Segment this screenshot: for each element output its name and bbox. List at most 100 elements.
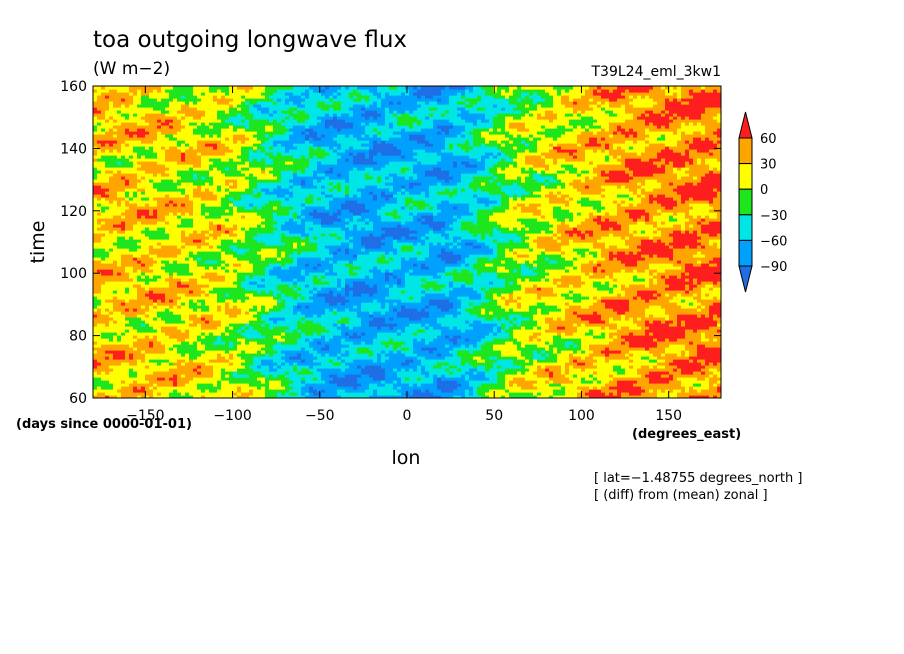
heatmap-cell	[665, 125, 670, 129]
heatmap-cell	[557, 260, 574, 264]
heatmap-cell	[217, 116, 230, 120]
heatmap-cell	[133, 224, 178, 228]
heatmap-cell	[93, 305, 98, 309]
heatmap-cell	[461, 359, 478, 363]
heatmap-cell	[637, 323, 646, 327]
heatmap-cell	[417, 338, 422, 342]
heatmap-cell	[509, 194, 514, 198]
heatmap-cell	[93, 140, 98, 144]
heatmap-cell	[309, 161, 318, 165]
heatmap-cell	[225, 182, 230, 186]
heatmap-cell	[533, 317, 546, 321]
heatmap-cell	[129, 143, 178, 147]
heatmap-cell	[293, 287, 298, 291]
heatmap-cell	[545, 257, 550, 261]
heatmap-cell	[557, 359, 570, 363]
heatmap-cell	[289, 188, 330, 192]
heatmap-cell	[293, 116, 310, 120]
heatmap-cell	[629, 356, 642, 360]
heatmap-cell	[269, 380, 282, 384]
heatmap-cell	[97, 350, 106, 354]
heatmap-cell	[205, 302, 226, 306]
heatmap-cell	[517, 269, 522, 273]
heatmap-cell	[273, 353, 286, 357]
heatmap-cell	[181, 236, 210, 240]
heatmap-cell	[497, 128, 502, 132]
heatmap-cell	[673, 257, 714, 261]
heatmap-cell	[361, 320, 370, 324]
heatmap-cell	[477, 368, 486, 372]
heatmap-cell	[241, 170, 262, 174]
heatmap-cell	[717, 128, 721, 132]
heatmap-cell	[337, 353, 342, 357]
heatmap-cell	[313, 209, 318, 213]
heatmap-cell	[101, 197, 106, 201]
heatmap-cell	[517, 146, 538, 150]
heatmap-cell	[505, 317, 510, 321]
heatmap-cell	[105, 197, 126, 201]
heatmap-cell	[357, 365, 362, 369]
heatmap-cell	[161, 392, 170, 396]
heatmap-cell	[453, 341, 458, 345]
heatmap-cell	[141, 395, 146, 398]
heatmap-cell	[465, 260, 478, 264]
heatmap-cell	[609, 155, 614, 159]
heatmap-cell	[261, 278, 266, 282]
heatmap-cell	[165, 347, 170, 351]
heatmap-cell	[437, 380, 458, 384]
heatmap-cell	[201, 245, 210, 249]
heatmap-cell	[717, 380, 721, 384]
heatmap-cell	[133, 149, 154, 153]
heatmap-cell	[677, 365, 706, 369]
heatmap-cell	[121, 149, 134, 153]
heatmap-cell	[577, 149, 586, 153]
heatmap-cell	[569, 302, 594, 306]
heatmap-cell	[601, 299, 630, 303]
heatmap-cell	[325, 299, 350, 303]
heatmap-cell	[217, 296, 250, 300]
heatmap-cell	[493, 116, 506, 120]
heatmap-cell	[445, 140, 466, 144]
heatmap-cell	[93, 167, 98, 171]
heatmap-cell	[693, 224, 702, 228]
heatmap-cell	[709, 383, 714, 387]
heatmap-cell	[449, 173, 462, 177]
heatmap-cell	[541, 209, 554, 213]
heatmap-cell	[125, 179, 130, 183]
heatmap-cell	[421, 317, 438, 321]
heatmap-cell	[313, 392, 322, 396]
heatmap-cell	[333, 170, 350, 174]
heatmap-cell	[529, 248, 534, 252]
heatmap-cell	[501, 203, 510, 207]
heatmap-cell	[397, 197, 406, 201]
heatmap-cell	[185, 230, 194, 234]
heatmap-cell	[233, 134, 246, 138]
heatmap-cell	[421, 182, 438, 186]
heatmap-cell	[97, 176, 110, 180]
heatmap-cell	[209, 290, 258, 294]
heatmap-cell	[293, 155, 302, 159]
heatmap-cell	[197, 302, 202, 306]
heatmap-cell	[485, 143, 502, 147]
heatmap-cell	[93, 323, 98, 327]
heatmap-cell	[585, 179, 606, 183]
heatmap-cell	[413, 197, 478, 201]
heatmap-cell	[485, 203, 490, 207]
heatmap-cell	[517, 194, 522, 198]
heatmap-cell	[481, 356, 490, 360]
heatmap-cell	[193, 308, 198, 312]
heatmap-cell	[353, 167, 358, 171]
heatmap-cell	[477, 272, 482, 276]
heatmap-cell	[717, 191, 721, 195]
heatmap-cell	[337, 311, 358, 315]
heatmap-cell	[145, 227, 150, 231]
heatmap-cell	[321, 362, 334, 366]
heatmap-cell	[377, 383, 386, 387]
heatmap-cell	[333, 362, 342, 366]
heatmap-cell	[429, 224, 446, 228]
heatmap-cell	[525, 122, 570, 126]
heatmap-cell	[245, 278, 262, 282]
heatmap-cell	[385, 350, 390, 354]
heatmap-cell	[249, 182, 258, 186]
heatmap-cell	[125, 200, 130, 204]
